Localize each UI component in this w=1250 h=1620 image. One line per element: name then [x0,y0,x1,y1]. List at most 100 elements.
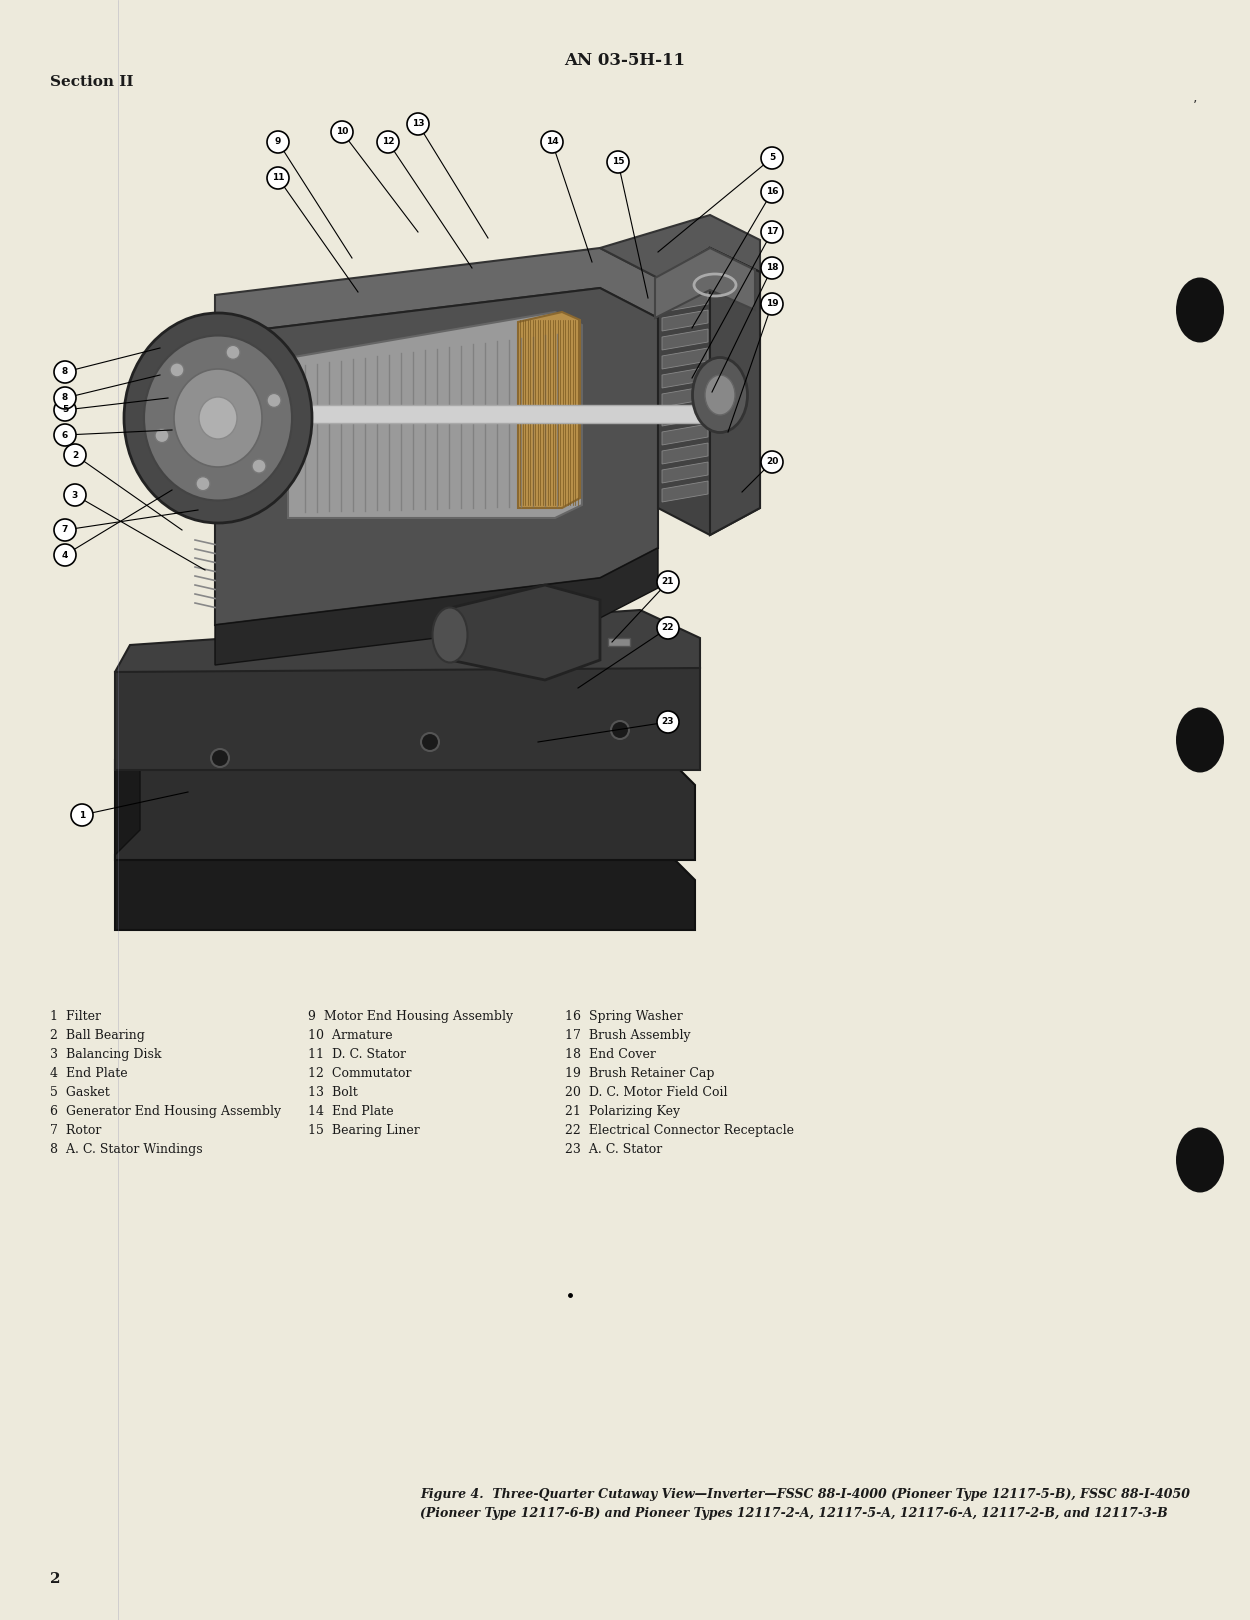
Text: 10  Armature: 10 Armature [308,1029,392,1042]
Text: 17: 17 [766,227,779,237]
Text: 10: 10 [336,128,349,136]
Ellipse shape [705,374,735,415]
Text: 8: 8 [62,368,68,376]
Circle shape [541,131,562,152]
Polygon shape [710,248,760,535]
Polygon shape [662,462,707,483]
Polygon shape [115,611,700,700]
Polygon shape [662,424,707,446]
Text: 21  Polarizing Key: 21 Polarizing Key [565,1105,680,1118]
Polygon shape [662,309,707,330]
Circle shape [611,721,629,739]
Text: 2: 2 [50,1571,60,1586]
Circle shape [421,732,439,752]
Text: 20: 20 [766,457,779,467]
Text: 6  Generator End Housing Assembly: 6 Generator End Housing Assembly [50,1105,281,1118]
Text: 3  Balancing Disk: 3 Balancing Disk [50,1048,161,1061]
Circle shape [64,484,86,505]
Polygon shape [215,248,658,335]
Text: 8: 8 [62,394,68,402]
Polygon shape [662,292,707,313]
Circle shape [331,122,352,143]
Text: 2  Ball Bearing: 2 Ball Bearing [50,1029,145,1042]
Circle shape [54,399,76,421]
Circle shape [268,167,289,190]
Polygon shape [662,368,707,389]
Polygon shape [115,760,695,860]
Circle shape [761,293,782,314]
Text: 6: 6 [62,431,68,439]
Text: 17  Brush Assembly: 17 Brush Assembly [565,1029,690,1042]
Polygon shape [450,585,600,680]
Ellipse shape [174,369,262,467]
Text: (Pioneer Type 12117-6-B) and Pioneer Types 12117-2-A, 12117-5-A, 12117-6-A, 1211: (Pioneer Type 12117-6-B) and Pioneer Typ… [420,1507,1168,1520]
Ellipse shape [199,397,238,439]
Polygon shape [115,735,140,855]
Circle shape [761,220,782,243]
Text: 18  End Cover: 18 End Cover [565,1048,656,1061]
Circle shape [761,450,782,473]
Text: 15  Bearing Liner: 15 Bearing Liner [308,1124,420,1137]
Bar [608,638,630,646]
Text: ’: ’ [1192,99,1198,113]
Text: 1: 1 [79,810,85,820]
Text: 13  Bolt: 13 Bolt [308,1085,358,1098]
Polygon shape [600,215,760,279]
Polygon shape [662,329,707,350]
Circle shape [54,387,76,408]
Ellipse shape [693,358,748,433]
Ellipse shape [144,335,292,501]
Text: 23: 23 [661,718,674,726]
Circle shape [226,345,240,360]
Text: 8  A. C. Stator Windings: 8 A. C. Stator Windings [50,1144,202,1157]
Ellipse shape [1176,708,1224,773]
Circle shape [761,147,782,168]
Circle shape [658,711,679,732]
Ellipse shape [432,608,468,663]
Text: 13: 13 [411,120,424,128]
Circle shape [54,544,76,565]
Text: 5: 5 [769,154,775,162]
Text: 22  Electrical Connector Receptacle: 22 Electrical Connector Receptacle [565,1124,794,1137]
Text: 12  Commutator: 12 Commutator [308,1068,411,1081]
Polygon shape [662,481,707,502]
Circle shape [253,458,266,473]
Text: 12: 12 [381,138,394,146]
Circle shape [378,131,399,152]
Text: 9: 9 [275,138,281,146]
Text: 11  D. C. Stator: 11 D. C. Stator [308,1048,406,1061]
Text: 18: 18 [766,264,779,272]
Circle shape [761,181,782,202]
Polygon shape [115,855,695,930]
Circle shape [54,518,76,541]
Text: 7: 7 [61,525,69,535]
Circle shape [761,258,782,279]
Circle shape [268,394,281,407]
Text: 14: 14 [546,138,559,146]
Ellipse shape [1176,277,1224,342]
Text: 1  Filter: 1 Filter [50,1009,101,1022]
Circle shape [658,570,679,593]
Circle shape [408,113,429,134]
Circle shape [54,424,76,446]
Text: 19  Brush Retainer Cap: 19 Brush Retainer Cap [565,1068,715,1081]
Polygon shape [518,313,580,509]
Text: 3: 3 [72,491,78,499]
Text: Section II: Section II [50,75,134,89]
Bar [185,405,715,423]
Text: 9  Motor End Housing Assembly: 9 Motor End Housing Assembly [308,1009,514,1022]
Circle shape [170,363,184,377]
Text: 21: 21 [661,577,674,586]
Polygon shape [115,667,700,770]
Polygon shape [662,348,707,369]
Polygon shape [662,386,707,407]
Circle shape [155,429,169,442]
Circle shape [211,748,229,766]
Circle shape [658,617,679,638]
Text: 19: 19 [766,300,779,308]
Polygon shape [288,313,582,518]
Ellipse shape [124,313,312,523]
Text: Figure 4.  Three-Quarter Cutaway View—Inverter—FSSC 88-I-4000 (Pioneer Type 1211: Figure 4. Three-Quarter Cutaway View—Inv… [420,1489,1190,1502]
Text: 7  Rotor: 7 Rotor [50,1124,101,1137]
Polygon shape [662,442,707,463]
